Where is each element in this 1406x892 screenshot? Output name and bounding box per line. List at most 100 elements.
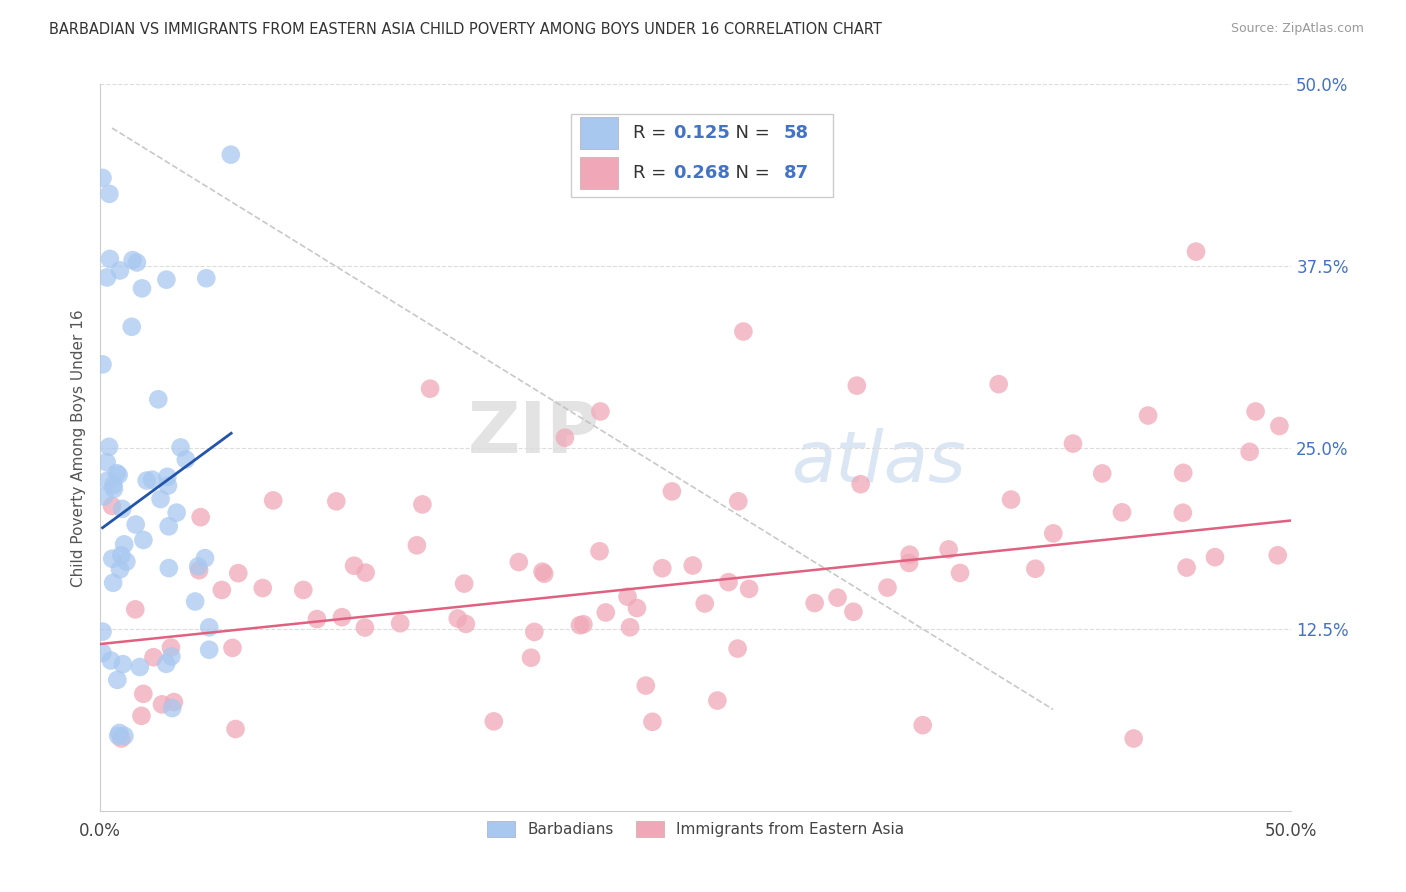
Text: Source: ZipAtlas.com: Source: ZipAtlas.com — [1230, 22, 1364, 36]
Point — [354, 566, 377, 580]
Point — [101, 499, 124, 513]
Point — [105, 673, 128, 687]
Point — [292, 582, 315, 597]
FancyBboxPatch shape — [581, 118, 619, 150]
Point — [108, 263, 131, 277]
Point — [132, 687, 155, 701]
Point — [110, 548, 132, 562]
Point — [661, 484, 683, 499]
Point — [219, 147, 242, 161]
Legend: Barbadians, Immigrants from Eastern Asia: Barbadians, Immigrants from Eastern Asia — [481, 815, 910, 844]
Point — [124, 602, 146, 616]
Point — [520, 650, 543, 665]
Point — [135, 474, 157, 488]
Point — [419, 382, 441, 396]
Text: R =: R = — [633, 125, 672, 143]
Point — [97, 474, 120, 488]
FancyBboxPatch shape — [581, 157, 619, 189]
Point — [150, 698, 173, 712]
Point — [938, 542, 960, 557]
Point — [1062, 436, 1084, 450]
Text: 58: 58 — [785, 125, 808, 143]
Point — [96, 270, 118, 285]
Point — [987, 377, 1010, 392]
Point — [619, 620, 641, 634]
Text: 87: 87 — [785, 164, 808, 182]
Point — [174, 452, 197, 467]
Point — [1267, 549, 1289, 563]
Point — [112, 537, 135, 551]
Point — [616, 590, 638, 604]
Point — [1122, 731, 1144, 746]
Point — [252, 581, 274, 595]
Point — [128, 660, 150, 674]
Point — [330, 610, 353, 624]
Point — [911, 718, 934, 732]
Point — [149, 491, 172, 506]
Point — [651, 561, 673, 575]
Point — [717, 575, 740, 590]
Point — [155, 273, 177, 287]
Point — [305, 612, 328, 626]
Point — [155, 657, 177, 671]
Point — [108, 726, 131, 740]
Point — [101, 551, 124, 566]
Point — [842, 605, 865, 619]
Point — [949, 566, 972, 580]
Point — [898, 556, 921, 570]
Point — [568, 618, 591, 632]
Point — [1091, 467, 1114, 481]
Point — [1111, 505, 1133, 519]
Point — [91, 624, 114, 639]
Point — [693, 597, 716, 611]
Point — [595, 606, 617, 620]
Point — [1137, 409, 1160, 423]
Point — [845, 378, 868, 392]
Point — [482, 714, 505, 729]
Point — [195, 271, 218, 285]
Point — [187, 559, 209, 574]
Point — [226, 566, 249, 581]
Point — [733, 325, 755, 339]
Point — [325, 494, 347, 508]
Point — [98, 186, 121, 201]
Point — [131, 281, 153, 295]
Point — [211, 582, 233, 597]
Point — [108, 562, 131, 576]
Point — [221, 640, 243, 655]
Point — [105, 466, 128, 480]
Point — [160, 649, 183, 664]
Point — [100, 654, 122, 668]
Point — [589, 404, 612, 418]
Text: BARBADIAN VS IMMIGRANTS FROM EASTERN ASIA CHILD POVERTY AMONG BOYS UNDER 16 CORR: BARBADIAN VS IMMIGRANTS FROM EASTERN ASI… — [49, 22, 882, 37]
Point — [98, 252, 121, 266]
Point — [898, 548, 921, 562]
Point — [98, 440, 121, 454]
Point — [198, 642, 221, 657]
Point — [453, 576, 475, 591]
Point — [157, 561, 180, 575]
Point — [738, 582, 761, 596]
Point — [554, 431, 576, 445]
Point — [454, 616, 477, 631]
Point — [634, 679, 657, 693]
Text: 0.125: 0.125 — [673, 125, 730, 143]
Point — [803, 596, 825, 610]
Point — [101, 575, 124, 590]
Point — [91, 357, 114, 371]
Y-axis label: Child Poverty Among Boys Under 16: Child Poverty Among Boys Under 16 — [72, 309, 86, 587]
Point — [262, 493, 284, 508]
Point — [125, 255, 148, 269]
Point — [141, 473, 163, 487]
Point — [194, 551, 217, 566]
Point — [572, 617, 595, 632]
Point — [131, 708, 153, 723]
Point — [1042, 526, 1064, 541]
Point — [827, 591, 849, 605]
Point — [110, 731, 132, 746]
Point — [114, 729, 136, 743]
Point — [91, 646, 114, 660]
Point — [508, 555, 530, 569]
Point — [163, 695, 186, 709]
Point — [93, 490, 115, 504]
